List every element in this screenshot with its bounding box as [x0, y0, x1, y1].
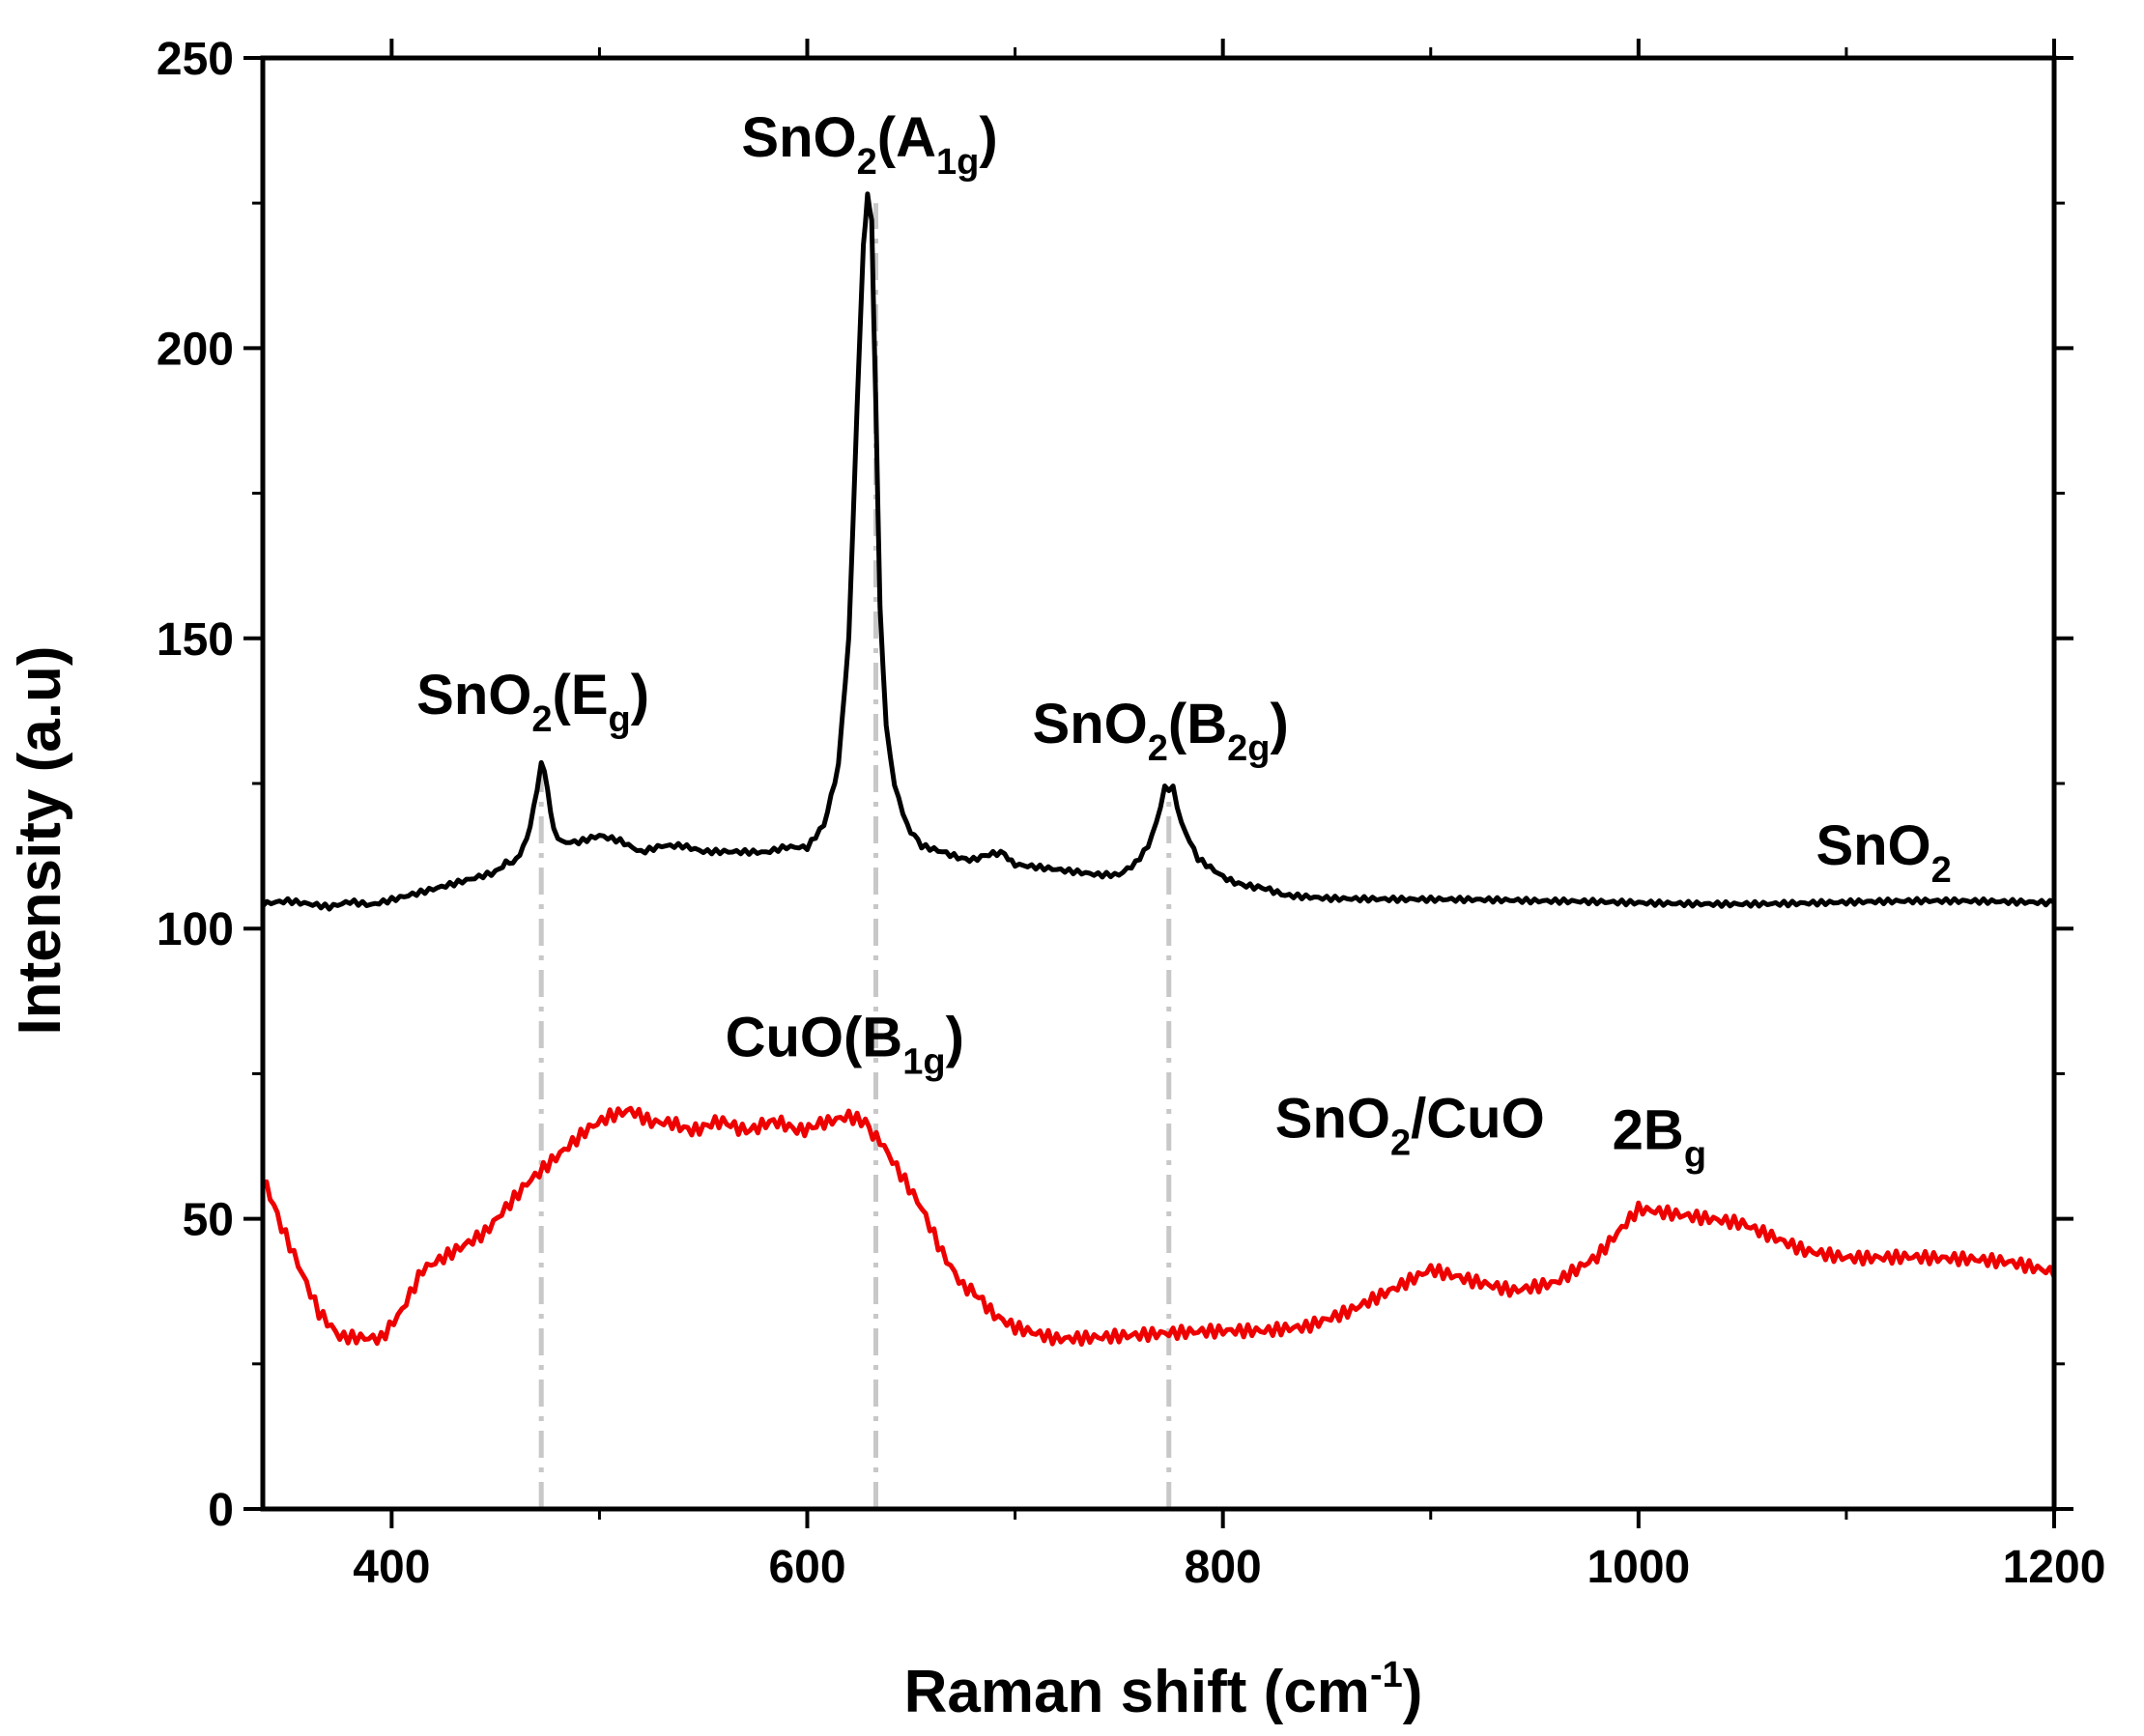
annotation-text: (E: [553, 664, 609, 726]
annotation-text: 2B: [1613, 1099, 1684, 1162]
annotation-subscript: g: [1684, 1135, 1706, 1176]
annotation-text: ): [979, 106, 997, 169]
series-sno2-cuo-line: [261, 1105, 2057, 1347]
spectra: [261, 191, 2057, 1347]
x-tick-label: 1200: [2003, 1542, 2106, 1593]
annotation-text: SnO: [1033, 693, 1148, 755]
annotation-text: SnO: [741, 106, 856, 169]
y-axis-title: Intensity (a.u): [7, 645, 73, 1035]
x-tick-label: 400: [353, 1542, 430, 1593]
annotation-subscript: 2g: [1227, 728, 1270, 769]
annotation-text: ): [946, 1006, 964, 1068]
y-tick-label: 150: [157, 614, 234, 666]
y-tick-label: 50: [183, 1195, 234, 1246]
y-tick-label: 0: [208, 1485, 234, 1536]
annotation-eg: SnO2(Eg): [416, 664, 649, 740]
annotation-text: ): [1270, 693, 1288, 755]
axis-ticks: 0 50 100 150 200 250 400 600 800 1000 1200: [157, 34, 2105, 1593]
annotation-2bg: 2Bg: [1613, 1099, 1706, 1176]
x-axis-title: Raman shift (cm-1): [904, 1655, 1423, 1725]
annotation-subscript: g: [609, 699, 631, 740]
annotation-subscript: 2: [1931, 850, 1952, 891]
annotation-a1g: SnO2(A1g): [741, 106, 997, 183]
annotation-label-sno2: SnO2: [1815, 814, 1951, 891]
x-tick-label: 1000: [1587, 1542, 1690, 1593]
series-sno2-line: [261, 191, 2056, 912]
annotation-text: SnO: [1275, 1087, 1390, 1150]
annotation-text: SnO: [1815, 814, 1930, 877]
annotation-subscript: 2: [1148, 728, 1168, 769]
annotation-text: (B: [1168, 693, 1227, 755]
annotation-b1g: CuO(B1g): [726, 1006, 964, 1082]
annotation-subscript: 1g: [936, 142, 979, 183]
x-axis-title-sup: -1: [1370, 1655, 1403, 1695]
annotation-label-composite: SnO2/CuO: [1275, 1087, 1545, 1163]
y-tick-label: 250: [157, 34, 234, 85]
x-axis-title-main: Raman shift (cm: [904, 1659, 1370, 1725]
annotation-subscript: 2: [857, 142, 877, 183]
annotation-text: ): [631, 664, 649, 726]
plot-frame: [260, 55, 2057, 1512]
annotation-text: (A: [877, 106, 936, 169]
annotation-subscript: 1g: [902, 1041, 945, 1082]
annotation-b2g: SnO2(B2g): [1033, 693, 1289, 769]
peak-annotations: SnO2(Eg)SnO2(A1g)SnO2(B2g)CuO(B1g)2BgSnO…: [416, 106, 1952, 1175]
annotation-text: /CuO: [1411, 1087, 1545, 1150]
y-tick-label: 100: [157, 904, 234, 955]
annotation-text: SnO: [416, 664, 531, 726]
x-tick-label: 800: [1185, 1542, 1262, 1593]
annotation-subscript: 2: [1390, 1123, 1411, 1163]
x-axis-title-close: ): [1403, 1659, 1423, 1725]
x-tick-label: 600: [768, 1542, 845, 1593]
y-tick-label: 200: [157, 324, 234, 375]
annotation-subscript: 2: [531, 699, 552, 740]
annotation-text: CuO(B: [726, 1006, 903, 1068]
